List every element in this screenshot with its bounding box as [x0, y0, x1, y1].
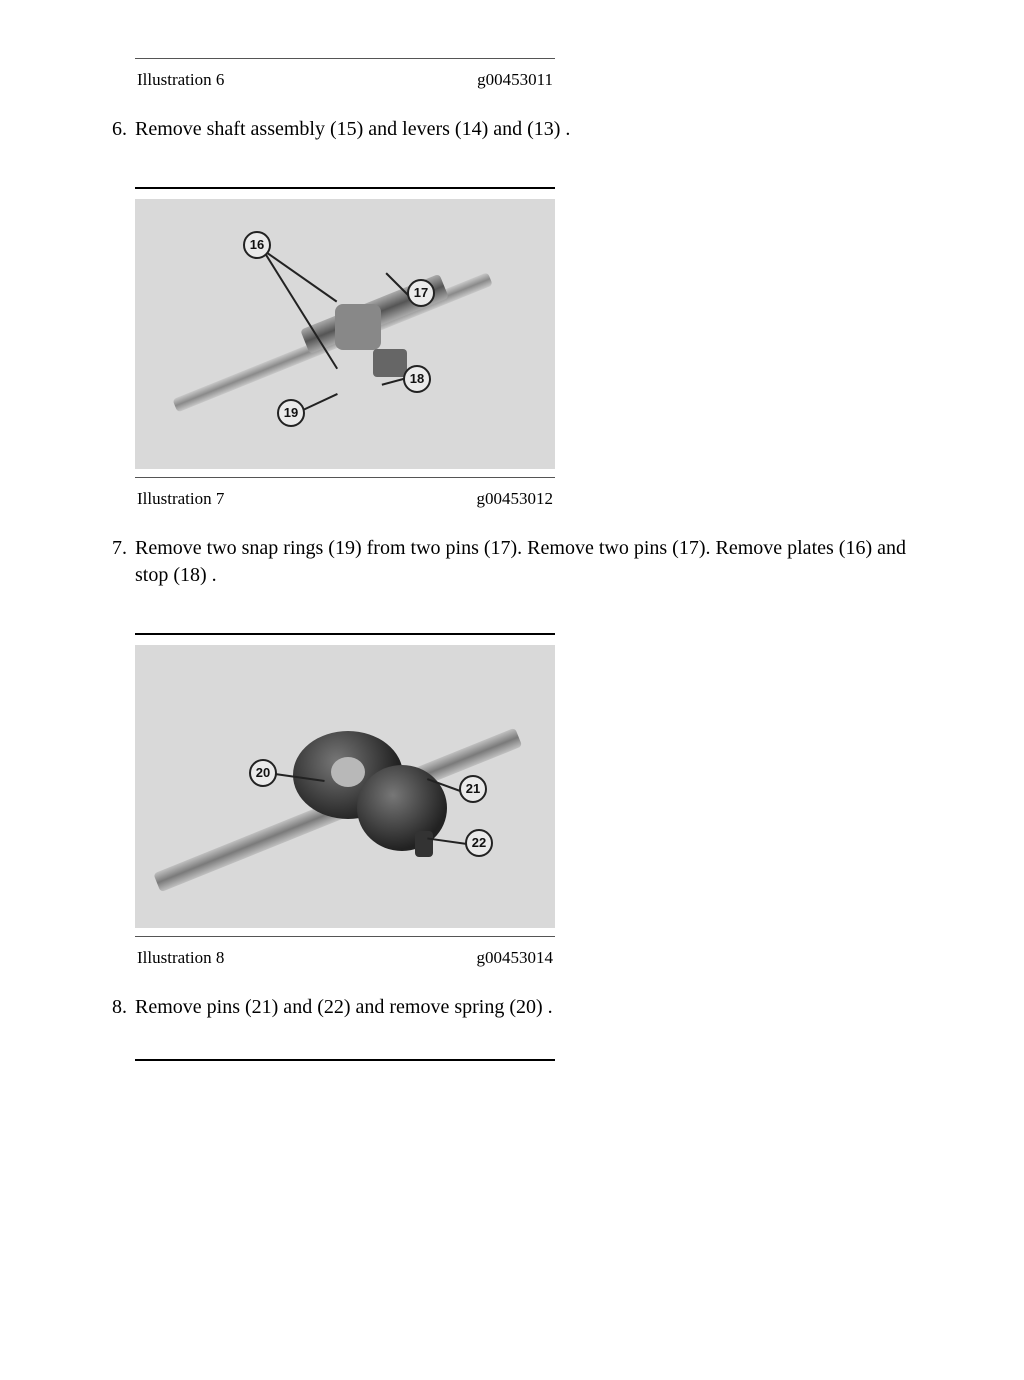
caption-rule	[135, 477, 555, 478]
illustration-code: g00453014	[477, 947, 554, 970]
step-number: 6.	[95, 116, 135, 143]
callout-20: 20	[249, 759, 277, 787]
figure-top-rule	[135, 1059, 555, 1061]
illustration-label: Illustration 8	[137, 947, 224, 970]
callout-18: 18	[403, 365, 431, 393]
caption-rule	[135, 58, 555, 59]
illustration-code: g00453011	[477, 69, 553, 92]
step-6: 6. Remove shaft assembly (15) and levers…	[95, 116, 925, 143]
caption-row: Illustration 6 g00453011	[135, 67, 555, 94]
step-text: Remove two snap rings (19) from two pins…	[135, 535, 925, 589]
callout-21: 21	[459, 775, 487, 803]
figure-7-wrap: 16 17 18 19	[135, 187, 555, 469]
illustration-8-caption-block: Illustration 8 g00453014	[135, 936, 555, 972]
caption-row: Illustration 8 g00453014	[135, 945, 555, 972]
step-number: 7.	[95, 535, 135, 589]
step-7: 7. Remove two snap rings (19) from two p…	[95, 535, 925, 589]
illustration-label: Illustration 6	[137, 69, 224, 92]
illustration-6-caption-block: Illustration 6 g00453011	[135, 58, 555, 94]
illustration-code: g00453012	[477, 488, 554, 511]
step-8: 8. Remove pins (21) and (22) and remove …	[95, 994, 925, 1021]
callout-17: 17	[407, 279, 435, 307]
caption-rule	[135, 936, 555, 937]
figure-top-rule	[135, 633, 555, 635]
step-number: 8.	[95, 994, 135, 1021]
callout-22: 22	[465, 829, 493, 857]
callout-16: 16	[243, 231, 271, 259]
figure-9-top-rule-wrap	[135, 1059, 555, 1061]
figure-8-wrap: 20 21 22	[135, 633, 555, 928]
callout-19: 19	[277, 399, 305, 427]
caption-row: Illustration 7 g00453012	[135, 486, 555, 513]
step-text: Remove shaft assembly (15) and levers (1…	[135, 116, 925, 143]
figure-7-image: 16 17 18 19	[135, 199, 555, 469]
illustration-label: Illustration 7	[137, 488, 224, 511]
illustration-7-caption-block: Illustration 7 g00453012	[135, 477, 555, 513]
figure-8-image: 20 21 22	[135, 645, 555, 928]
figure-top-rule	[135, 187, 555, 189]
step-text: Remove pins (21) and (22) and remove spr…	[135, 994, 925, 1021]
